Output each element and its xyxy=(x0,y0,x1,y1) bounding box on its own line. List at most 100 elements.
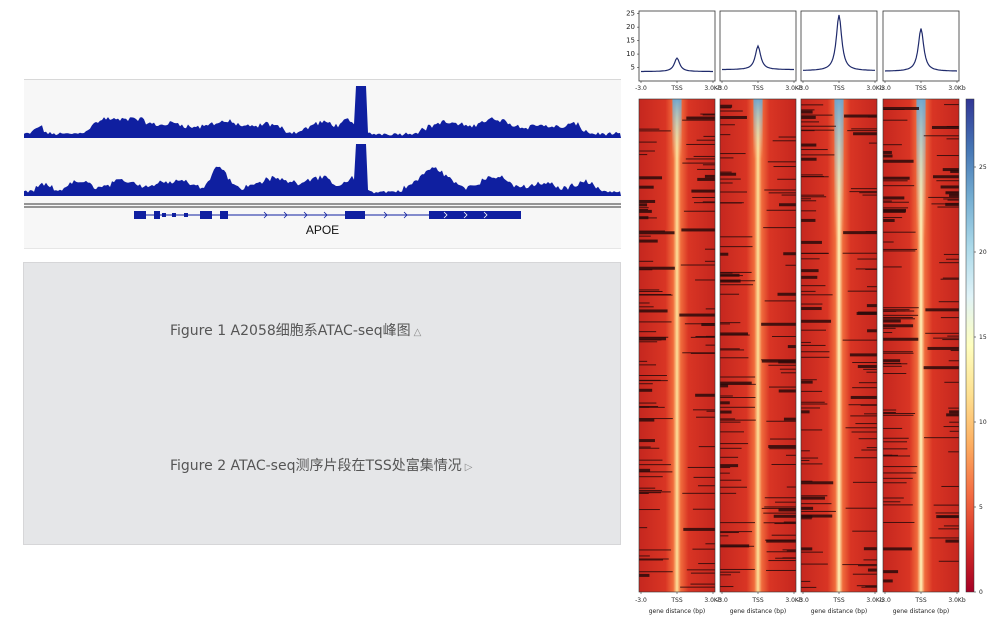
heatmap-gap-row xyxy=(778,508,796,512)
heatmap-gap-row xyxy=(720,171,732,173)
heatmap-gap-row xyxy=(720,279,741,283)
heatmap-gap-row xyxy=(854,457,877,459)
expand-up-icon[interactable]: △ xyxy=(413,327,422,338)
heatmap-gap-row xyxy=(801,109,815,111)
gene-label: APOE xyxy=(305,223,340,237)
heatmap-gap-row xyxy=(883,337,919,341)
atac-track-panel: APOE xyxy=(24,79,621,249)
atac-track-plot xyxy=(24,86,621,219)
heatmap-gap-row xyxy=(639,199,656,203)
tss-signal-peak xyxy=(916,99,926,239)
heatmap-gap-row xyxy=(944,104,959,106)
x-axis-label: gene distance (bp) xyxy=(730,608,787,615)
heatmap-gap-row xyxy=(706,410,715,412)
heatmap-gap-row xyxy=(639,476,663,478)
heatmap-gap-row xyxy=(720,479,742,481)
heatmap-gap-row xyxy=(856,311,877,315)
heatmap-gap-row xyxy=(801,503,832,505)
x-tick-label: -3.0 xyxy=(797,597,809,604)
heatmap-gap-row xyxy=(772,140,796,142)
heatmap-gap-row xyxy=(850,395,877,399)
heatmap-gap-row xyxy=(684,323,715,325)
heatmap-gap-row xyxy=(801,210,817,212)
heatmap-gap-row xyxy=(768,386,796,388)
profile-panel: -3.0 TSS 3.0Kb xyxy=(797,10,884,92)
heatmap-gap-row xyxy=(639,128,660,130)
heatmap-gap-row xyxy=(720,376,756,378)
heatmap-gap-row xyxy=(801,551,823,553)
heatmap-gap-row xyxy=(720,323,730,325)
heatmap-gap-row xyxy=(865,231,877,233)
heatmap-gap-row xyxy=(687,466,715,468)
heatmap-gap-row xyxy=(704,174,715,178)
heatmap-gap-row xyxy=(639,447,660,449)
strand-arrow xyxy=(463,211,468,219)
x-tick-label: -3.0 xyxy=(879,85,891,92)
heatmap-gap-row xyxy=(679,313,715,317)
heatmap-gap-row xyxy=(949,430,959,432)
heatmap-gap-row xyxy=(720,357,749,359)
heatmap-gap-row xyxy=(720,486,747,488)
heatmap-gap-row xyxy=(720,104,733,108)
figure1-caption[interactable]: Figure 1 A2058细胞系ATAC-seq峰图 △ xyxy=(170,320,421,340)
heatmap-gap-row xyxy=(720,172,737,176)
gene-exon xyxy=(220,211,228,219)
heatmap-gap-row xyxy=(780,372,796,374)
heatmap-gap-row xyxy=(639,459,663,461)
expand-right-icon[interactable]: ▷ xyxy=(464,462,473,473)
heatmap-gap-row xyxy=(639,266,675,270)
y-tick-label: 15 xyxy=(626,37,635,45)
heatmap-gap-row xyxy=(690,583,715,585)
heatmap-gap-row xyxy=(883,241,894,243)
heatmap-gap-row xyxy=(761,359,796,361)
heatmap-gap-row xyxy=(801,515,813,519)
heatmap-gap-row xyxy=(770,438,796,440)
heatmap-gap-row xyxy=(943,253,959,255)
heatmap-gap-row xyxy=(639,203,648,207)
heatmap-gap-row xyxy=(720,574,731,576)
heatmap-gap-row xyxy=(883,504,913,506)
heatmap-gap-row xyxy=(685,158,715,160)
heatmap-gap-row xyxy=(948,407,959,409)
heatmap-gap-row xyxy=(700,113,715,115)
colorbar xyxy=(965,98,975,593)
heatmap-gap-row xyxy=(779,368,796,370)
heatmap-gap-row xyxy=(639,559,664,561)
heatmap-gap-row xyxy=(720,535,729,537)
heatmap-gap-row xyxy=(701,323,715,327)
heatmap-gap-row xyxy=(883,365,902,367)
heatmap-gap-row xyxy=(883,159,914,163)
heatmap-gap-row xyxy=(848,404,877,406)
heatmap-gap-row xyxy=(639,185,654,189)
figure2-caption[interactable]: Figure 2 ATAC-seq测序片段在TSS处富集情况 ▷ xyxy=(170,455,473,475)
y-tick-label: 5 xyxy=(631,64,635,72)
gene-utr xyxy=(162,213,166,217)
heatmap-gap-row xyxy=(801,125,836,127)
heatmap-gap-row xyxy=(883,414,914,416)
heatmap-gap-row xyxy=(720,410,732,414)
heatmap-panel: -3.0 TSS 3.0Kb gene distance (bp) xyxy=(797,98,884,615)
heatmap-gap-row xyxy=(851,431,877,433)
strand-arrow xyxy=(283,211,288,219)
heatmap-gap-row xyxy=(801,114,833,116)
heatmap-gap-row xyxy=(766,209,796,211)
heatmap-gap-row xyxy=(768,445,796,449)
heatmap-gap-row xyxy=(763,512,796,514)
heatmap-gap-row xyxy=(850,415,877,417)
heatmap-gap-row xyxy=(720,397,756,399)
heatmap-gap-row xyxy=(697,177,715,181)
heatmap-gap-row xyxy=(639,360,648,362)
heatmap-gap-row xyxy=(801,307,822,311)
heatmap-gap-row xyxy=(801,110,813,114)
x-tick-label: -3.0 xyxy=(635,597,647,604)
x-tick-label: 3.0Kb xyxy=(866,85,883,92)
heatmap-gap-row xyxy=(941,485,959,487)
heatmap-gap-row xyxy=(766,569,796,571)
heatmap-gap-row xyxy=(704,248,715,250)
heatmap-gap-row xyxy=(639,492,662,494)
x-tick-label: TSS xyxy=(670,597,682,604)
heatmap-gap-row xyxy=(801,198,811,200)
heatmap-gap-row xyxy=(639,239,658,243)
x-tick-label: 3.0Kb xyxy=(785,597,802,604)
heatmap-gap-row xyxy=(786,486,796,488)
